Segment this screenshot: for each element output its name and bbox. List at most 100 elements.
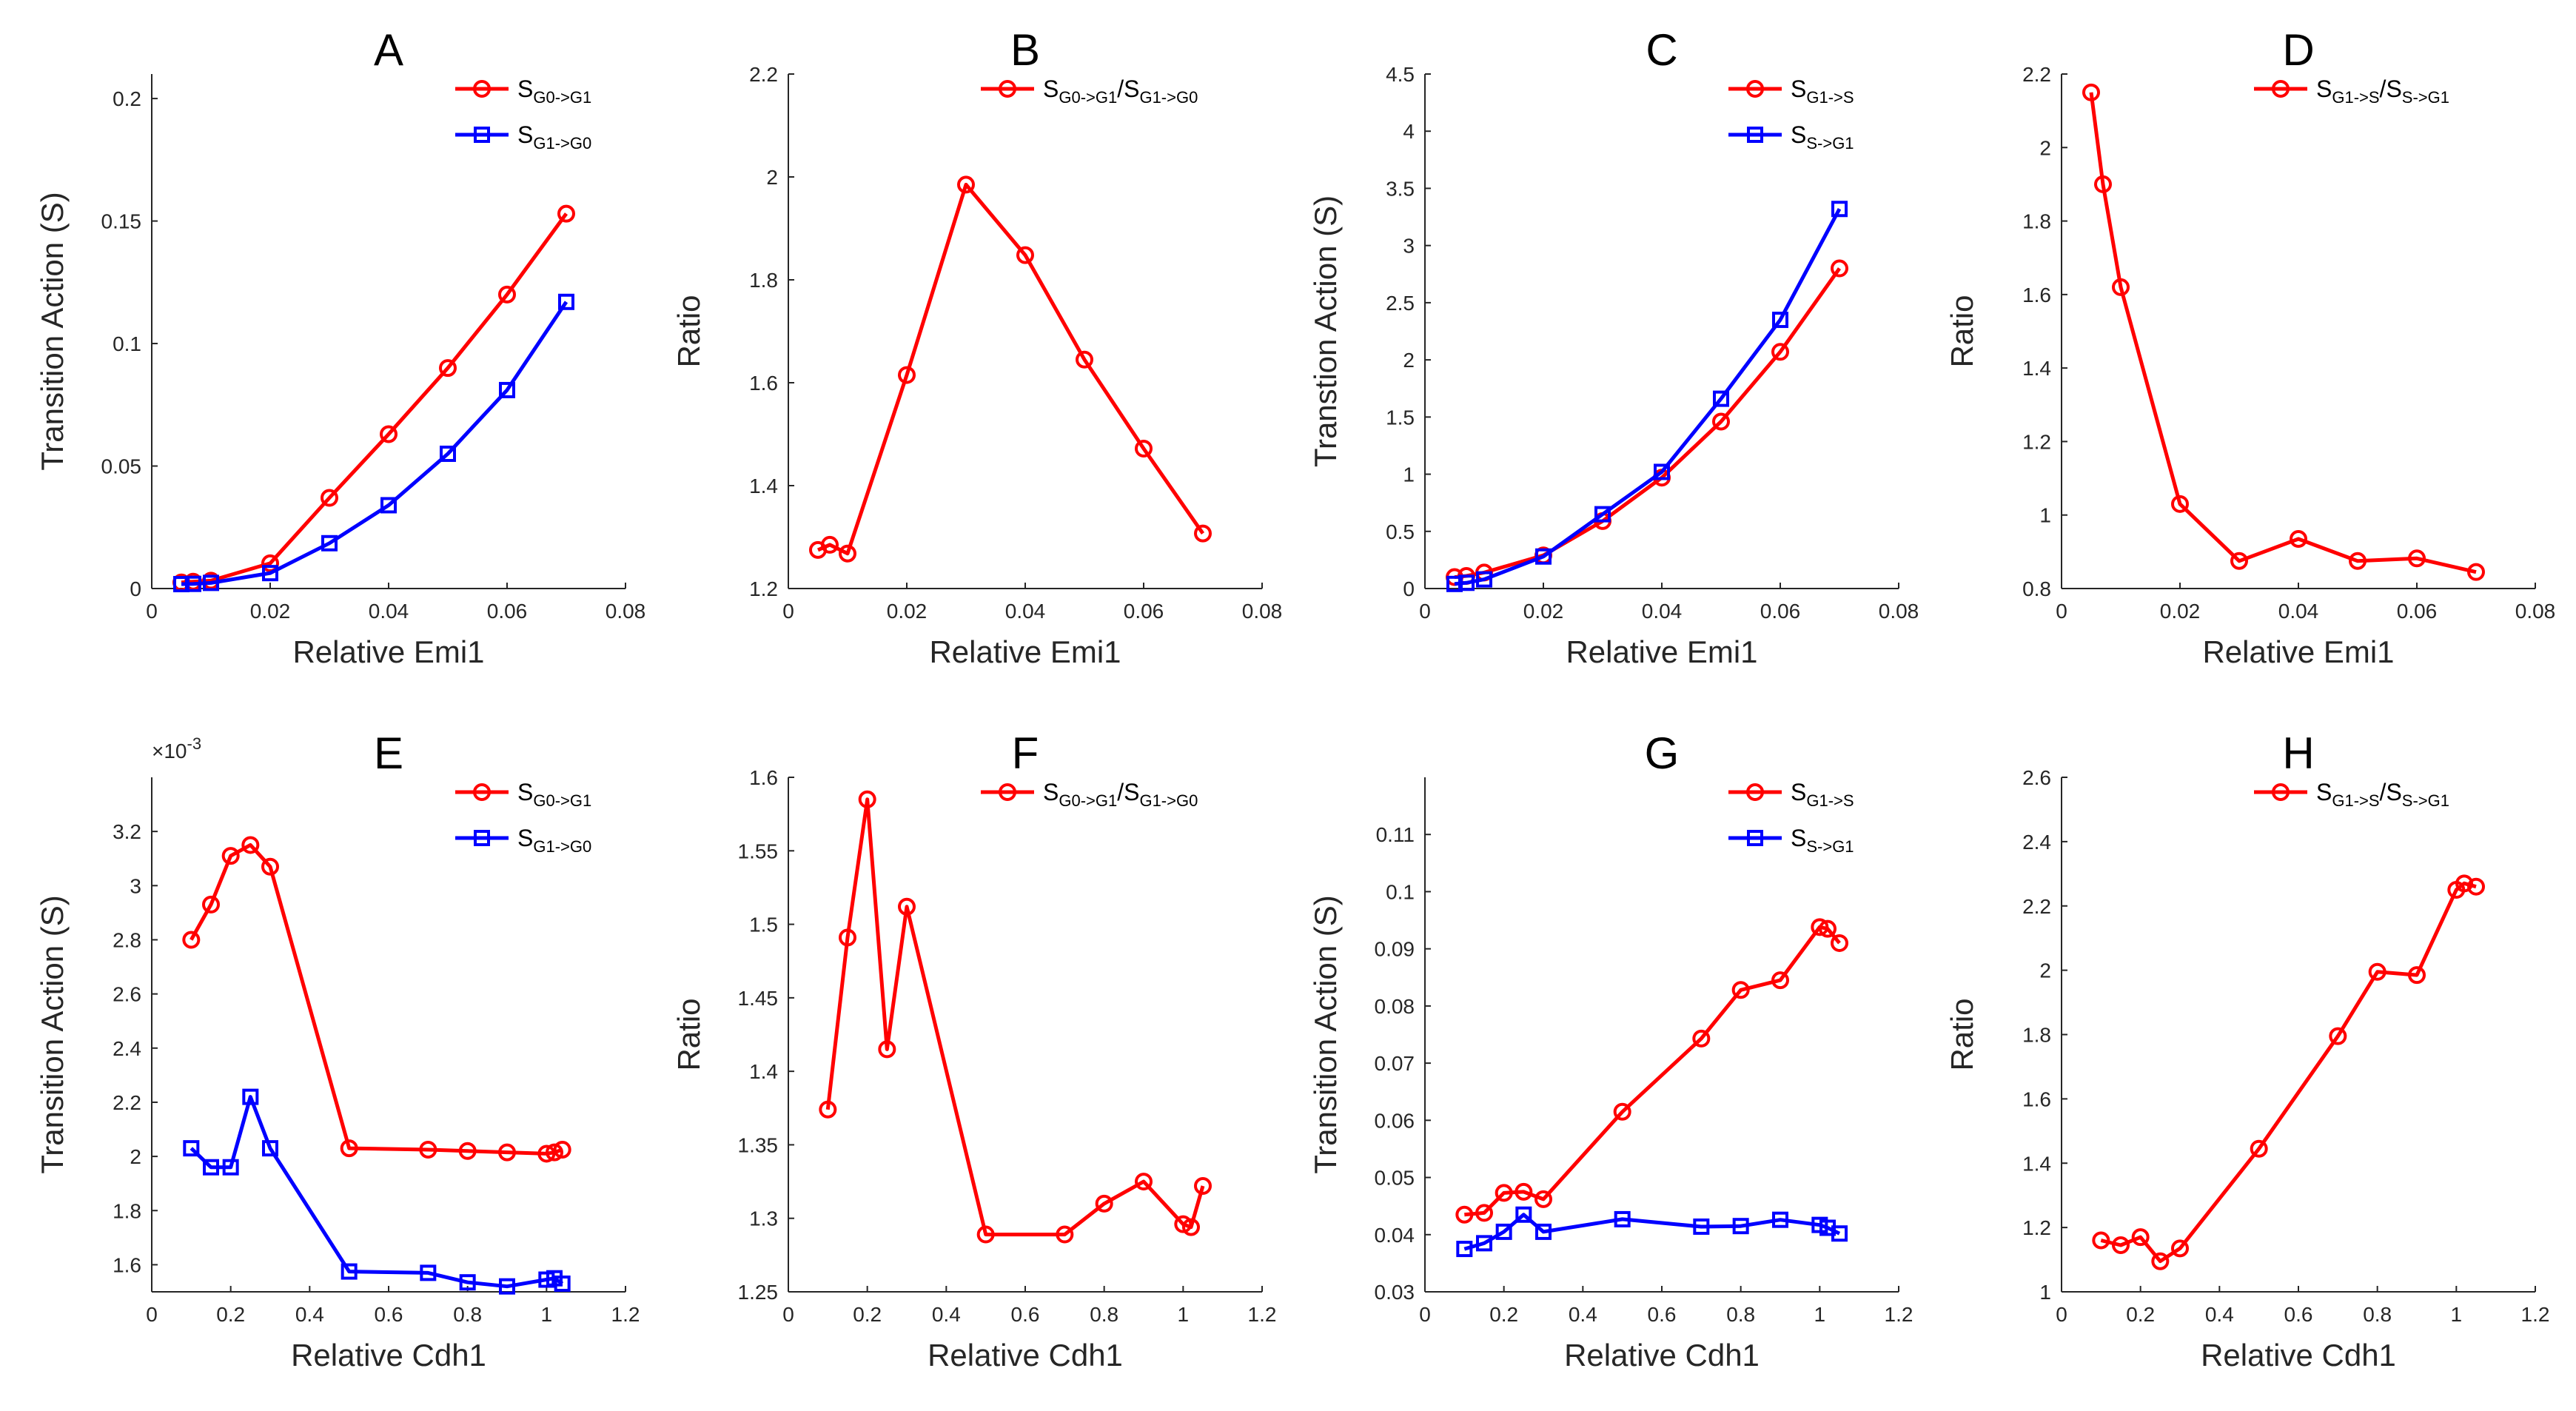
x-tick-label: 0.04 [1005, 600, 1046, 623]
data-point [459, 1274, 476, 1291]
x-tick-label: 0.8 [2363, 1303, 2392, 1326]
data-point [380, 497, 397, 514]
y-tick-label: 1.3 [749, 1207, 778, 1230]
data-point [262, 565, 278, 582]
data-point [839, 928, 856, 947]
y-tick-label: 1.6 [2022, 284, 2051, 306]
data-point [498, 1143, 516, 1162]
data-point [261, 857, 279, 876]
legend-sub: G1->G0 [533, 134, 591, 153]
legend-main: S [517, 825, 533, 851]
y-tick-label: 3.5 [1386, 177, 1415, 200]
y-tick-label: 2.2 [2022, 895, 2051, 918]
data-point [221, 847, 240, 865]
y-tick-label: 0.8 [2022, 577, 2051, 600]
x-tick-label: 0.2 [216, 1303, 245, 1326]
data-point [262, 1140, 278, 1157]
y-exponent-base: ×10 [152, 740, 187, 763]
data-point [2230, 552, 2248, 570]
x-tick-label: 0 [1419, 600, 1431, 623]
legend-label: SG0->G1/SG1->G0 [1043, 779, 1198, 810]
legend-entry: SG1->G0 [455, 825, 591, 856]
data-point [1831, 259, 1848, 278]
y-tick-label: 0.05 [101, 455, 142, 478]
x-tick-label: 0 [782, 1303, 794, 1326]
data-point [858, 790, 876, 808]
y-tick-label: 1.25 [738, 1281, 779, 1304]
x-tick-label: 0 [782, 600, 794, 623]
legend-main2: S [2386, 779, 2401, 805]
y-tick-label: 0.15 [101, 210, 142, 233]
data-point [1535, 1223, 1552, 1240]
x-tick-label: 0.04 [2278, 600, 2319, 623]
data-point [458, 1142, 477, 1160]
series-blue [1446, 201, 1848, 592]
data-point [1654, 463, 1670, 480]
series-line [2089, 92, 2477, 574]
y-axis-label: Transtion Action (S) [1308, 195, 1343, 467]
x-tick-label: 0.04 [1642, 600, 1683, 623]
series-line [2100, 881, 2477, 1264]
y-tick-label: 0.04 [1375, 1224, 1415, 1247]
y-tick-label: 1 [1403, 463, 1415, 486]
data-point [1771, 343, 1789, 361]
data-point [1135, 439, 1153, 458]
y-tick-label: 0.11 [1376, 823, 1415, 846]
data-point [1613, 1102, 1631, 1121]
x-tick-label: 0.8 [453, 1303, 482, 1326]
y-axis-label: Ratio [671, 998, 706, 1070]
data-point [2455, 874, 2473, 893]
data-point [2329, 1027, 2347, 1045]
series-line [1454, 208, 1842, 586]
data-point [1772, 1211, 1788, 1228]
legend-main: S [517, 779, 533, 805]
y-tick-label: 0.08 [1375, 995, 1415, 1018]
y-axis-label: Ratio [1945, 998, 1979, 1070]
y-axis-label: Ratio [1945, 295, 1979, 367]
data-point [380, 425, 398, 443]
y-tick-label: 1.8 [2022, 1024, 2051, 1047]
x-tick-label: 1 [1814, 1303, 1826, 1326]
data-point [1772, 312, 1788, 329]
series-line [189, 1095, 564, 1289]
y-tick-label: 0.1 [1386, 880, 1415, 903]
series-red [819, 790, 1212, 1244]
legend-main2: S [1124, 76, 1139, 102]
legend-sub: S->G1 [1806, 134, 1854, 153]
y-tick-label: 2.4 [2022, 831, 2051, 854]
x-tick-label: 1.2 [611, 1303, 640, 1326]
y-tick-label: 1.4 [2022, 357, 2051, 380]
x-tick-label: 0.4 [2205, 1303, 2234, 1326]
series-blue [173, 293, 574, 593]
data-point [1456, 1241, 1473, 1258]
panel-d: 0 0.02 0.04 0.06 0.08 0.8 1 1.2 1.4 1.6 1.8 2 2.2 D Re… [1945, 25, 2555, 669]
y-tick-label: 2.2 [2022, 63, 2051, 86]
y-axis-label: Transition Action (S) [35, 192, 70, 471]
x-tick-label: 0 [1419, 1303, 1431, 1326]
data-point [553, 1140, 571, 1159]
legend-entry: SG0->G1 [455, 76, 591, 107]
data-point [1819, 919, 1837, 938]
y-tick-label: 0.2 [113, 87, 141, 110]
x-axis-label: Relative Cdh1 [928, 1338, 1123, 1373]
y-tick-label: 0.5 [1386, 520, 1415, 543]
legend-marker [473, 80, 491, 98]
legend-marker [1746, 80, 1764, 98]
y-tick-label: 1.2 [749, 577, 778, 600]
data-point [321, 489, 338, 507]
y-axis-label: Ratio [671, 295, 706, 367]
panel-title: G [1645, 728, 1680, 778]
y-tick-label: 3 [1403, 235, 1415, 258]
legend-label: SG1->G0 [517, 825, 591, 856]
legend-marker [474, 830, 490, 846]
data-point [203, 1159, 219, 1176]
legend-entry: SG1->S [1728, 76, 1854, 107]
legend-marker [1746, 783, 1764, 801]
data-point [898, 897, 916, 916]
series-blue [1456, 1206, 1848, 1258]
legend-marker [1747, 127, 1763, 143]
y-tick-label: 1.4 [749, 1060, 778, 1083]
data-point [2408, 549, 2426, 568]
legend-sub: G1->S [2332, 791, 2379, 810]
